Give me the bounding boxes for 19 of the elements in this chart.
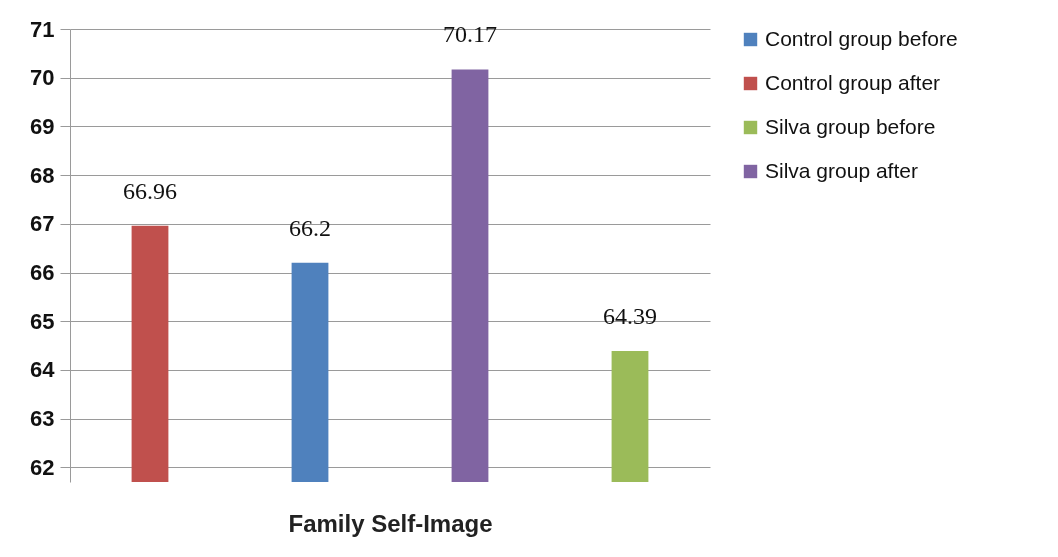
y-tick-label: 70 — [30, 65, 55, 91]
data-label: 70.17 — [443, 21, 497, 48]
y-tick-label: 64 — [30, 357, 56, 383]
y-tick-label: 63 — [30, 406, 55, 432]
y-tick-label: 68 — [30, 162, 55, 188]
data-label: 66.2 — [289, 214, 331, 241]
y-tick-label: 69 — [30, 113, 55, 139]
legend-label: Silva group after — [765, 158, 918, 182]
legend-label: Silva group before — [765, 114, 936, 138]
y-tick-label: 67 — [30, 211, 55, 237]
y-tick-label: 71 — [30, 16, 55, 42]
y-tick-label: 66 — [30, 260, 55, 286]
x-axis-title: Family Self-Image — [288, 509, 493, 537]
data-label: 66.96 — [123, 177, 177, 204]
legend-label: Control group after — [765, 70, 941, 94]
y-tick-label: 65 — [30, 308, 55, 334]
y-tick-label: 62 — [30, 454, 55, 480]
legend-label: Control group before — [765, 26, 958, 50]
data-label: 64.39 — [603, 302, 657, 329]
